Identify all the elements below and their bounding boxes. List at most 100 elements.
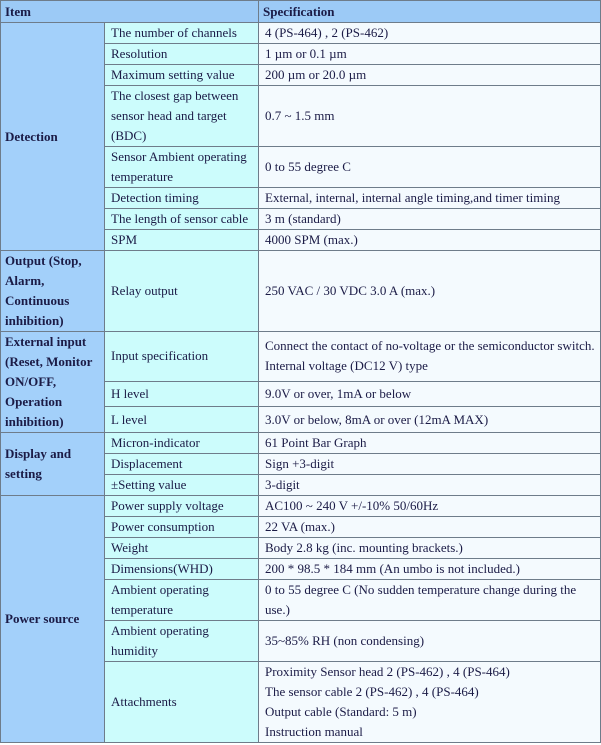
item-label: Detection timing — [104, 187, 259, 209]
spec-line: 22 VA (max.) — [265, 519, 335, 534]
spec-value: 4000 SPM (max.) — [258, 229, 601, 251]
spec-line: Body 2.8 kg (inc. mounting brackets.) — [265, 540, 463, 555]
spec-value: 4 (PS-464) , 2 (PS-462) — [258, 22, 601, 44]
group-label: Detection — [0, 22, 105, 251]
item-label: Dimensions(WHD) — [104, 558, 259, 580]
item-label: Ambient operating temperature — [104, 579, 259, 621]
item-label: Power consumption — [104, 516, 259, 538]
spec-value: Proximity Sensor head 2 (PS-462) , 4 (PS… — [258, 661, 601, 743]
spec-value: 35~85% RH (non condensing) — [258, 620, 601, 662]
table-row: Power consumption 22 VA (max.) — [1, 516, 601, 538]
item-label: Displacement — [104, 453, 259, 475]
item-label: The number of channels — [104, 22, 259, 44]
spec-value: 3-digit — [258, 474, 601, 496]
table-row: Attachments Proximity Sensor head 2 (PS-4… — [1, 661, 601, 743]
table-row: SPM 4000 SPM (max.) — [1, 229, 601, 251]
table-row: ±Setting value 3-digit — [1, 474, 601, 496]
table-row: Detection The number of channels 4 (PS-464… — [0, 22, 601, 251]
spec-line: AC100 ~ 240 V +/-10% 50/60Hz — [265, 498, 439, 513]
item-label: The length of sensor cable — [104, 208, 259, 230]
spec-value: External, internal, internal angle timin… — [258, 187, 601, 209]
table-row: L level 3.0V or below, 8mA or over (12mA … — [1, 406, 601, 433]
spec-line: Proximity Sensor head 2 (PS-462) , 4 (PS… — [265, 664, 510, 679]
spec-line: 250 VAC / 30 VDC 3.0 A (max.) — [265, 283, 436, 298]
item-label: Ambient operating humidity — [104, 620, 259, 662]
spec-line: 4000 SPM (max.) — [265, 232, 358, 247]
spec-value: Body 2.8 kg (inc. mounting brackets.) — [258, 537, 601, 559]
table-row: Dimensions(WHD) 200 * 98.5 * 184 mm (An u… — [1, 558, 601, 580]
spec-line: 0.7 ~ 1.5 mm — [265, 108, 335, 123]
item-label: Input specification — [104, 331, 259, 382]
spec-value: 200 * 98.5 * 184 mm (An umbo is not incl… — [258, 558, 601, 580]
spec-value: 0 to 55 degree C (No sudden temperature … — [258, 579, 601, 621]
spec-value: 0 to 55 degree C — [258, 146, 601, 188]
spec-line: Internal voltage (DC12 V) type — [265, 358, 428, 374]
spec-line: 200 µm or 20.0 µm — [265, 67, 367, 82]
item-label: Relay output — [104, 250, 259, 332]
spec-value: 200 µm or 20.0 µm — [258, 64, 601, 86]
header-row: Item Specification — [0, 0, 601, 23]
spec-value: 3 m (standard) — [258, 208, 601, 230]
item-label: SPM — [104, 229, 259, 251]
item-label: Weight — [104, 537, 259, 559]
table-row: Displacement Sign +3-digit — [1, 453, 601, 475]
group-label: Output (Stop, Alarm, Continuous inhibiti… — [0, 250, 105, 332]
spec-value: 9.0V or over, 1mA or below — [258, 380, 601, 408]
table-row: Resolution 1 µm or 0.1 µm — [1, 43, 601, 65]
item-label: L level — [104, 406, 259, 433]
spec-value: 1 µm or 0.1 µm — [258, 43, 601, 65]
group-label: Display and setting — [0, 432, 105, 496]
spec-line: 1 µm or 0.1 µm — [265, 46, 347, 61]
spec-line: 61 Point Bar Graph — [265, 435, 367, 450]
table-row: Ambient operating humidity 35~85% RH (non… — [1, 620, 601, 662]
spec-line: 4 (PS-464) , 2 (PS-462) — [265, 25, 389, 40]
spec-line: Instruction manual — [265, 724, 363, 739]
item-label: Power supply voltage — [104, 495, 259, 517]
spec-line: 0 to 55 degree C (No sudden temperature … — [265, 582, 577, 617]
spec-line: The sensor cable 2 (PS-462) , 4 (PS-464) — [265, 684, 479, 699]
item-label: Attachments — [104, 661, 259, 743]
spec-line: 9.0V or over, 1mA or below — [265, 386, 412, 402]
spec-line: Output cable (Standard: 5 m) — [265, 704, 417, 719]
spec-line: External, internal, internal angle timin… — [265, 190, 560, 205]
table-row: Detection timing External, internal, inte… — [1, 187, 601, 209]
table-row: H level 9.0V or over, 1mA or below — [1, 380, 601, 408]
spec-value: Sign +3-digit — [258, 453, 601, 475]
item-label: ±Setting value — [104, 474, 259, 496]
table-row: Ambient operating temperature 0 to 55 deg… — [1, 579, 601, 621]
header-specification: Specification — [258, 0, 601, 23]
table-row: Weight Body 2.8 kg (inc. mounting bracket… — [1, 537, 601, 559]
table-row: Power source Power supply voltage AC100 ~ … — [0, 495, 601, 743]
spec-line: Connect the contact of no-voltage or the… — [265, 338, 595, 354]
spec-line: 3.0V or below, 8mA or over (12mA MAX) — [265, 411, 489, 427]
spec-value: AC100 ~ 240 V +/-10% 50/60Hz — [258, 495, 601, 517]
spec-value: 0.7 ~ 1.5 mm — [258, 85, 601, 147]
group-label: Power source — [0, 495, 105, 743]
spec-line: 3 m (standard) — [265, 211, 341, 226]
item-label: Sensor Ambient operating temperature — [104, 146, 259, 188]
item-label: Maximum setting value — [104, 64, 259, 86]
item-label: H level — [104, 380, 259, 408]
table-row: Maximum setting value 200 µm or 20.0 µm — [1, 64, 601, 86]
spec-line: 35~85% RH (non condensing) — [265, 633, 425, 648]
table-row: Output (Stop, Alarm, Continuous inhibiti… — [0, 250, 601, 332]
table-row: The length of sensor cable 3 m (standard) — [1, 208, 601, 230]
spec-line: Sign +3-digit — [265, 456, 335, 471]
spec-line: 200 * 98.5 * 184 mm (An umbo is not incl… — [265, 561, 520, 576]
spec-value: 3.0V or below, 8mA or over (12mA MAX) — [258, 406, 601, 433]
spec-value: 250 VAC / 30 VDC 3.0 A (max.) — [258, 250, 601, 332]
spec-value: Connect the contact of no-voltage or the… — [258, 331, 601, 382]
table-row: The closest gap between sensor head and … — [1, 85, 601, 147]
spec-line: 0 to 55 degree C — [265, 159, 351, 174]
table-row: Sensor Ambient operating temperature 0 to… — [1, 146, 601, 188]
header-item: Item — [0, 0, 259, 23]
spec-value: 61 Point Bar Graph — [258, 432, 601, 454]
table-row: Display and setting Micron-indicator 61 Po… — [0, 432, 601, 496]
spec-value: 22 VA (max.) — [258, 516, 601, 538]
item-label: The closest gap between sensor head and … — [104, 85, 259, 147]
group-label: External input (Reset, Monitor ON/OFF, O… — [0, 331, 105, 433]
table-row: External input (Reset, Monitor ON/OFF, O… — [0, 331, 601, 433]
item-label: Resolution — [104, 43, 259, 65]
spec-line: 3-digit — [265, 477, 300, 492]
